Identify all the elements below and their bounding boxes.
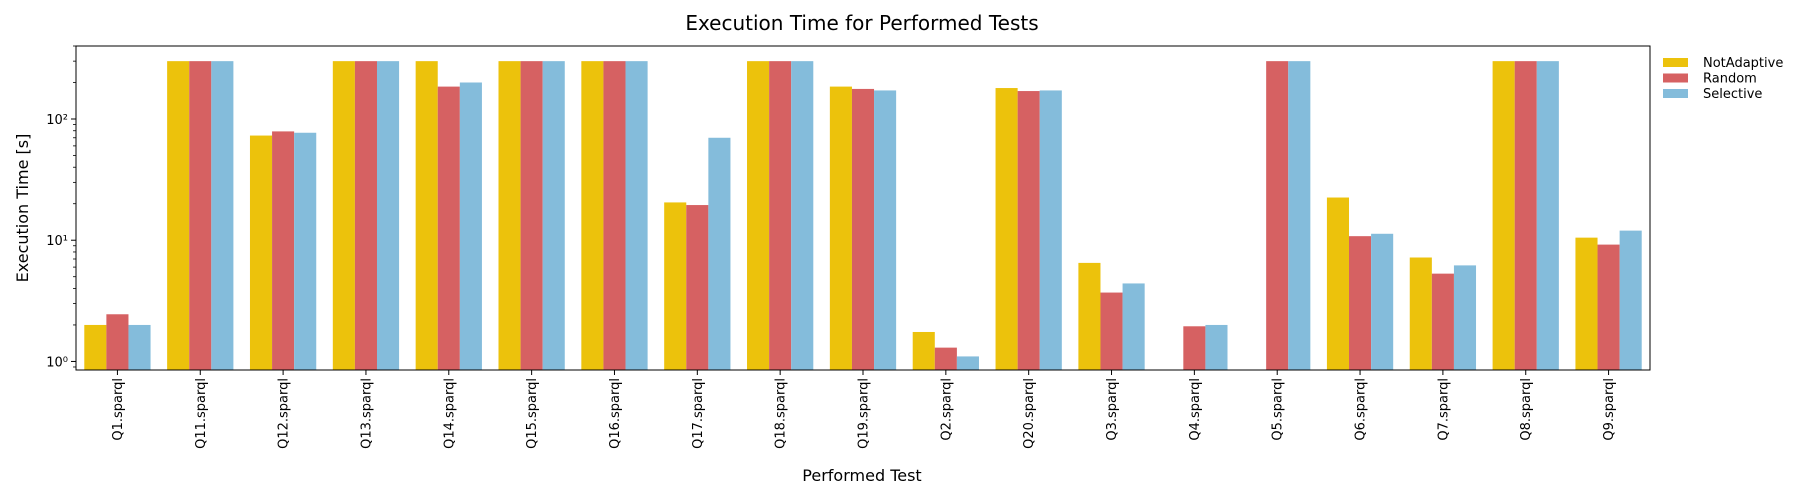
bar-selective-5 [459,82,482,371]
x-tick-label: Q16.sparql [608,378,623,449]
bar-selective-2 [211,61,234,371]
bar-notadaptive-7 [581,61,604,371]
bar-selective-15 [1288,61,1311,371]
legend-label-selective: Selective [1703,87,1762,102]
y-tick-label: 10² [46,113,68,128]
x-tick-label: Q14.sparql [442,378,457,449]
bar-notadaptive-17 [1409,257,1432,370]
bar-notadaptive-13 [1078,262,1101,370]
bar-random-19 [1597,244,1620,370]
bar-selective-16 [1371,233,1394,370]
y-tick-label: 10⁰ [46,355,68,370]
x-tick-label: Q7.sparql [1436,378,1451,441]
x-tick-label: Q5.sparql [1271,378,1286,441]
x-tick-label: Q6.sparql [1354,378,1369,441]
x-tick-label: Q2.sparql [939,378,954,441]
bar-selective-18 [1536,61,1559,371]
bar-notadaptive-6 [498,61,521,371]
y-axis-title: Execution Time [s] [13,134,32,283]
bar-random-10 [851,88,875,371]
y-tick-label: 10¹ [46,234,68,249]
bar-random-15 [1266,61,1289,371]
x-tick-label: Q4.sparql [1188,378,1203,441]
bar-random-1 [106,314,129,370]
x-tick-label: Q11.sparql [194,378,209,449]
bar-notadaptive-2 [167,61,190,371]
x-tick-label: Q19.sparql [857,378,872,449]
bar-random-6 [520,61,543,371]
bar-selective-13 [1122,283,1145,370]
legend-label-notadaptive: NotAdaptive [1703,56,1783,71]
legend-swatch-selective [1663,89,1688,98]
legend-swatch-random [1663,73,1688,83]
chart-title: Execution Time for Performed Tests [685,11,1038,35]
bar-random-11 [934,347,957,370]
x-tick-label: Q18.sparql [774,378,789,449]
x-axis-title: Performed Test [802,466,921,485]
bar-random-16 [1349,236,1372,370]
bar-selective-10 [874,90,897,371]
bar-notadaptive-16 [1326,197,1350,370]
bar-selective-6 [542,61,565,371]
x-axis: Q1.sparql Q11.sparql Q12.sparql Q13.sparql Q… [111,370,1617,449]
bar-selective-7 [625,61,648,371]
plot-frame [75,45,1651,371]
bar-random-18 [1514,61,1537,371]
bar-random-9 [769,61,792,371]
bar-notadaptive-8 [664,202,687,370]
legend-label-random: Random [1703,72,1757,87]
bar-selective-3 [294,132,317,370]
x-tick-label: Q1.sparql [111,378,126,441]
bar-notadaptive-4 [332,61,355,371]
x-tick-label: Q3.sparql [1105,378,1120,441]
x-tick-label: Q9.sparql [1602,378,1617,441]
bar-random-5 [437,86,460,371]
bar-notadaptive-19 [1575,237,1598,370]
x-tick-label: Q12.sparql [277,378,292,449]
bars-group [84,61,1642,371]
x-tick-label: Q8.sparql [1519,378,1534,441]
bar-random-17 [1431,273,1454,370]
bar-random-7 [603,61,626,371]
x-tick-label: Q13.sparql [359,378,374,449]
bar-selective-1 [128,324,151,370]
x-tick-label: Q15.sparql [525,378,540,449]
legend-swatch-notadaptive [1663,58,1688,67]
bar-random-12 [1017,91,1040,371]
x-tick-label: Q17.sparql [691,378,706,449]
bar-selective-8 [708,137,731,370]
bar-random-13 [1100,292,1123,370]
bar-notadaptive-5 [415,61,438,371]
bar-selective-14 [1205,324,1228,370]
bar-selective-12 [1039,90,1062,371]
bar-random-2 [189,61,212,371]
bar-random-14 [1183,326,1206,370]
bar-notadaptive-1 [84,324,107,370]
bar-selective-4 [376,61,400,371]
bar-selective-11 [956,356,979,370]
bar-random-4 [354,61,377,371]
bar-selective-9 [791,61,814,371]
bar-notadaptive-18 [1492,61,1515,371]
bar-notadaptive-12 [995,88,1018,370]
bar-notadaptive-9 [747,61,770,371]
bar-notadaptive-11 [912,331,935,370]
bar-notadaptive-10 [829,86,852,371]
bar-selective-19 [1619,230,1642,370]
y-axis: 10⁰ 10¹ 10² [46,45,76,370]
bar-notadaptive-3 [249,135,273,370]
bar-random-8 [686,205,709,370]
bar-random-3 [272,131,295,370]
x-tick-label: Q20.sparql [1022,378,1037,449]
bar-selective-17 [1453,265,1477,370]
